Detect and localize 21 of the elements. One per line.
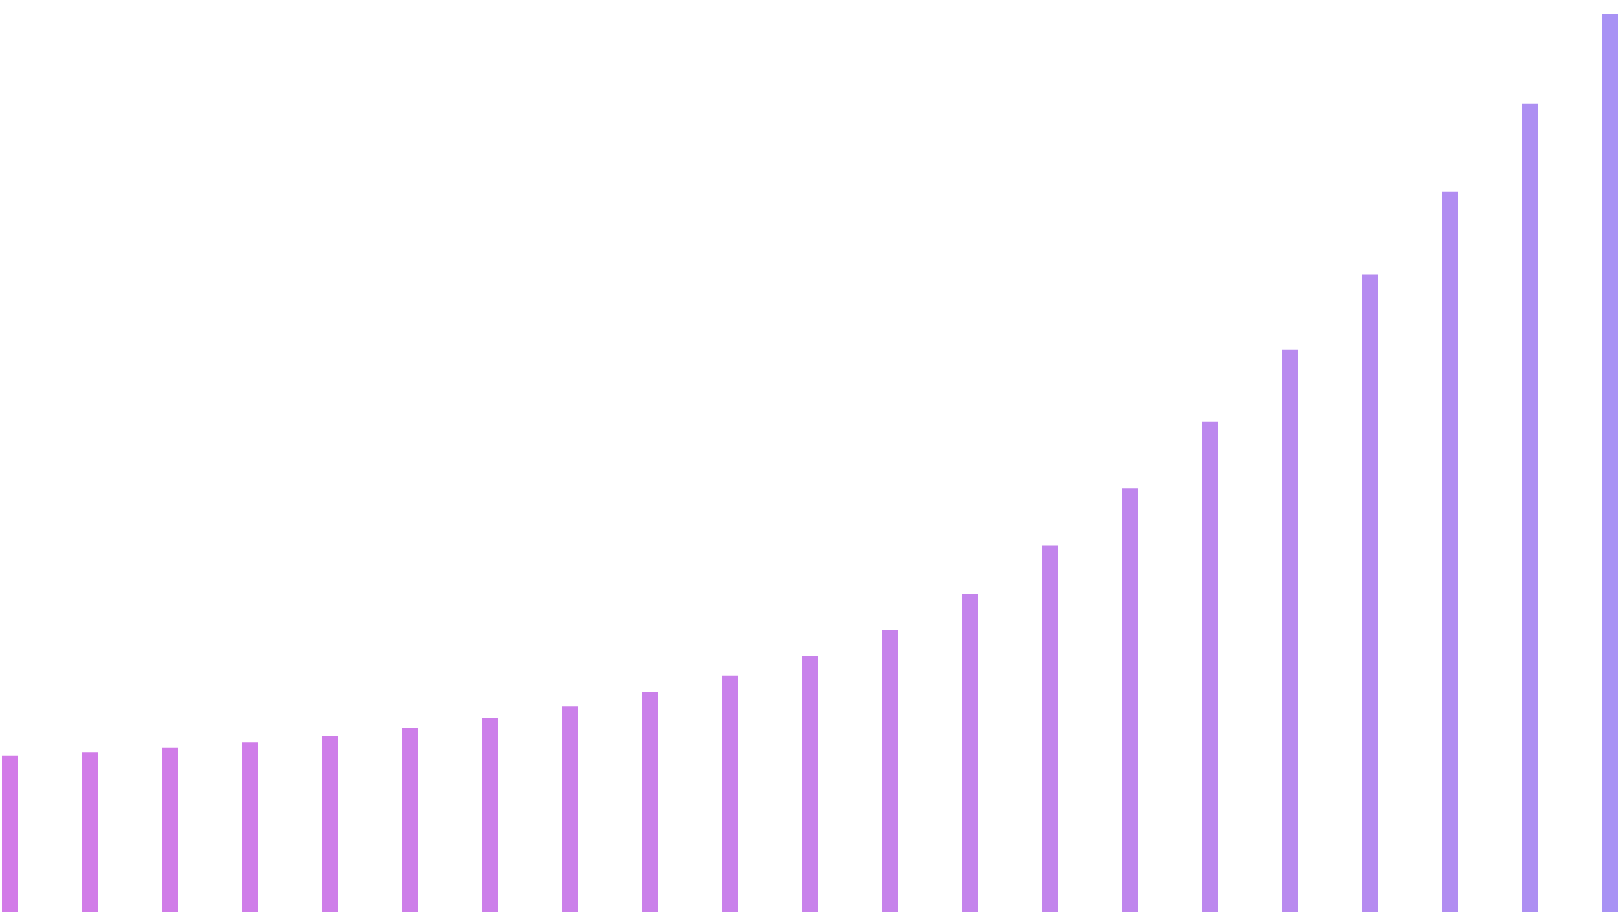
bar [1602,14,1618,912]
bar [82,752,98,912]
bar [1202,421,1218,912]
bar [882,630,898,912]
bar [1122,488,1138,912]
bar [1362,274,1378,912]
bar [2,755,18,912]
bar [1522,103,1538,912]
bar [962,594,978,912]
bar [802,656,818,912]
bar [642,691,658,912]
bar [402,727,418,912]
bar [562,706,578,912]
bar [482,718,498,912]
bar [722,675,738,912]
bar [242,742,258,912]
bar [1282,349,1298,912]
bar [162,747,178,912]
bar [1042,545,1058,912]
bar [322,735,338,912]
bar [1442,191,1458,912]
